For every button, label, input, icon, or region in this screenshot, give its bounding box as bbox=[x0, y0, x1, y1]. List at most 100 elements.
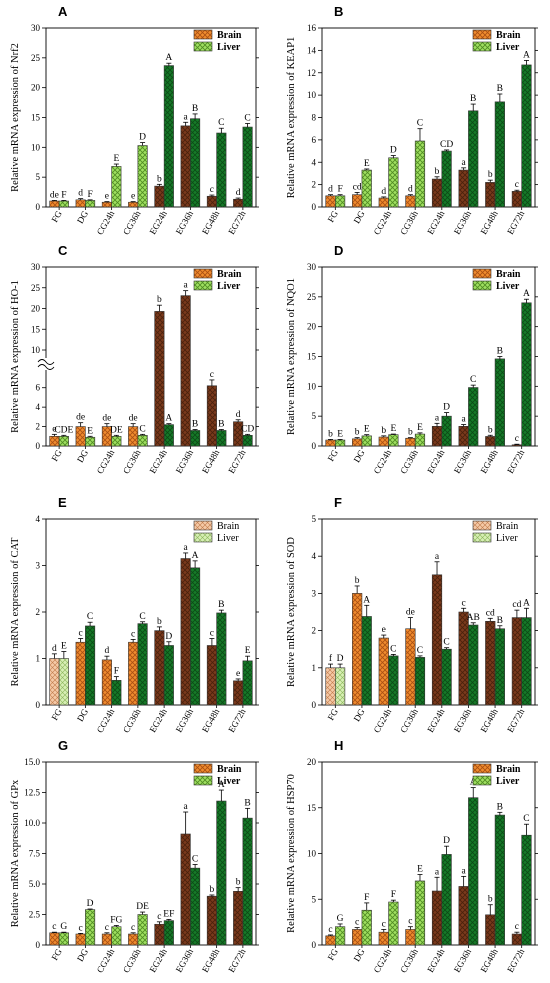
bar-brain bbox=[75, 426, 86, 447]
y-tick-label: 25 bbox=[31, 53, 41, 63]
plot-frame bbox=[45, 266, 257, 447]
significance-label: A bbox=[523, 289, 530, 299]
x-tick-label: EG36h bbox=[452, 448, 474, 476]
significance-label: E bbox=[364, 159, 370, 169]
chart-panel-a: A 0 5 10 15 20 25 30 Relative mRNA expression of… bbox=[10, 4, 259, 237]
bar-brain bbox=[378, 931, 389, 946]
legend-swatch-liver bbox=[193, 41, 213, 52]
bar-brain bbox=[154, 185, 165, 208]
bar-liver bbox=[85, 909, 96, 946]
y-tick-label: 30 bbox=[31, 262, 41, 272]
bar-brain bbox=[352, 438, 363, 447]
legend-swatch-brain bbox=[193, 763, 213, 774]
bar-liver bbox=[85, 625, 96, 706]
y-axis-title: Relative mRNA expression of HO-1 bbox=[10, 280, 21, 433]
significance-label: E bbox=[417, 423, 423, 433]
significance-label: c bbox=[210, 370, 214, 380]
significance-label: de bbox=[50, 190, 59, 200]
x-tick-label: EG36h bbox=[174, 707, 196, 735]
legend-swatch-brain bbox=[193, 268, 213, 279]
x-tick-label: EG72h bbox=[226, 209, 248, 237]
bar-liver bbox=[58, 658, 69, 706]
bar-liver bbox=[190, 567, 201, 706]
bar-brain bbox=[431, 426, 443, 447]
bar-liver bbox=[388, 901, 399, 946]
bar-brain bbox=[49, 658, 60, 706]
bar-liver bbox=[85, 436, 96, 447]
bar-liver bbox=[414, 657, 426, 706]
significance-label: b bbox=[355, 576, 360, 586]
significance-label: D bbox=[390, 146, 397, 156]
panel-letter: G bbox=[58, 738, 68, 753]
x-tick-label: CG36h bbox=[398, 209, 420, 237]
bar-liver bbox=[85, 200, 96, 208]
bar-brain bbox=[405, 628, 416, 706]
significance-label: B bbox=[192, 419, 198, 429]
y-tick-label: 10 bbox=[31, 142, 41, 152]
x-tick-label: FG bbox=[326, 209, 341, 224]
significance-label: a bbox=[462, 415, 467, 425]
significance-label: c bbox=[157, 912, 161, 922]
bar-liver bbox=[335, 439, 346, 447]
significance-label: F bbox=[391, 890, 396, 900]
significance-label: F bbox=[87, 190, 92, 200]
panel-letter: B bbox=[334, 4, 343, 19]
bar-brain bbox=[431, 890, 443, 946]
y-tick-label: 4 bbox=[312, 157, 317, 167]
bar-liver bbox=[361, 169, 372, 208]
bar-brain bbox=[485, 182, 496, 208]
significance-label: b bbox=[355, 428, 360, 438]
y-tick-label: 0 bbox=[312, 441, 317, 451]
panel-letter: A bbox=[58, 4, 68, 19]
significance-label: d bbox=[105, 646, 110, 656]
significance-label: b bbox=[157, 617, 162, 627]
y-tick-label: 7.5 bbox=[29, 849, 41, 859]
y-tick-label: 15 bbox=[31, 324, 41, 334]
legend-swatch-liver bbox=[193, 775, 213, 786]
legend-label-brain: Brain bbox=[217, 269, 242, 280]
significance-label: EF bbox=[163, 909, 174, 919]
bar-liver bbox=[414, 880, 426, 946]
bar-liver bbox=[521, 834, 532, 946]
bar-liver bbox=[190, 867, 201, 946]
bar-brain bbox=[405, 195, 416, 208]
significance-label: c bbox=[408, 917, 412, 927]
significance-label: a bbox=[184, 802, 189, 812]
bar-brain bbox=[405, 929, 416, 946]
significance-label: B bbox=[497, 616, 503, 626]
x-tick-label: EG48h bbox=[478, 947, 500, 975]
x-tick-label: EG24h bbox=[425, 707, 447, 735]
x-tick-label: EG72h bbox=[505, 947, 527, 975]
significance-label: c bbox=[79, 923, 83, 933]
significance-label: c bbox=[210, 185, 214, 195]
x-tick-label: EG72h bbox=[226, 448, 248, 476]
bar-liver bbox=[494, 101, 505, 208]
significance-label: C bbox=[390, 644, 396, 654]
y-tick-label: 5 bbox=[312, 894, 317, 904]
legend-label-brain: Brain bbox=[217, 30, 242, 41]
x-tick-label: FG bbox=[49, 947, 64, 962]
x-tick-label: DG bbox=[352, 209, 367, 226]
x-tick-label: FG bbox=[49, 707, 64, 722]
bar-liver bbox=[441, 150, 452, 208]
significance-label: B bbox=[497, 802, 503, 812]
significance-label: A bbox=[363, 595, 370, 605]
bar-brain bbox=[49, 932, 60, 946]
bar-brain bbox=[325, 667, 336, 706]
legend-label-liver: Liver bbox=[496, 776, 520, 787]
significance-label: c bbox=[131, 923, 135, 933]
bar-brain bbox=[128, 426, 139, 447]
bar-brain bbox=[511, 444, 522, 447]
legend-swatch-liver bbox=[472, 280, 492, 291]
bar-brain bbox=[233, 198, 244, 208]
bar-liver bbox=[335, 926, 346, 946]
significance-label: c bbox=[355, 918, 359, 928]
chart-panel-e: E 0 1 2 3 4 Relative mRNA expression of CAT FG d… bbox=[10, 495, 259, 735]
significance-label: E bbox=[87, 426, 93, 436]
significance-label: e bbox=[236, 669, 240, 679]
bar-brain bbox=[352, 194, 363, 208]
significance-label: c bbox=[515, 180, 519, 190]
bar-brain bbox=[75, 933, 86, 946]
legend-label-brain: Brain bbox=[217, 521, 239, 532]
bar-liver bbox=[190, 118, 201, 208]
